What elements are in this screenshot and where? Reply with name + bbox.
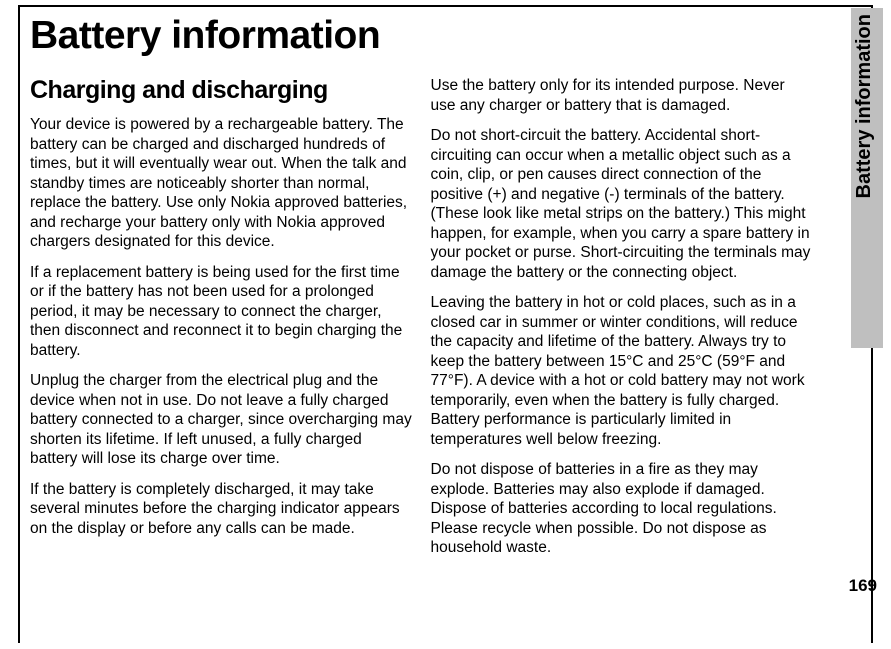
body-columns: Charging and discharging Your device is …	[30, 76, 813, 569]
section-heading: Charging and discharging	[30, 76, 413, 105]
page-title: Battery information	[30, 14, 813, 58]
paragraph: If a replacement battery is being used f…	[30, 263, 413, 361]
page-number: 169	[849, 576, 877, 596]
paragraph: Your device is powered by a rechargeable…	[30, 115, 413, 252]
side-tab: Battery information 169	[843, 8, 887, 608]
paragraph: Unplug the charger from the electrical p…	[30, 371, 413, 469]
paragraph: Leaving the battery in hot or cold place…	[431, 293, 814, 449]
column-right: Use the battery only for its intended pu…	[431, 76, 814, 569]
column-left: Charging and discharging Your device is …	[30, 76, 413, 569]
paragraph: Do not short-circuit the battery. Accide…	[431, 126, 814, 282]
page-content: Battery information Charging and dischar…	[24, 10, 819, 573]
paragraph: If the battery is completely discharged,…	[30, 480, 413, 539]
paragraph: Do not dispose of batteries in a fire as…	[431, 460, 814, 558]
side-tab-label: Battery information	[853, 14, 876, 198]
paragraph: Use the battery only for its intended pu…	[431, 76, 814, 115]
